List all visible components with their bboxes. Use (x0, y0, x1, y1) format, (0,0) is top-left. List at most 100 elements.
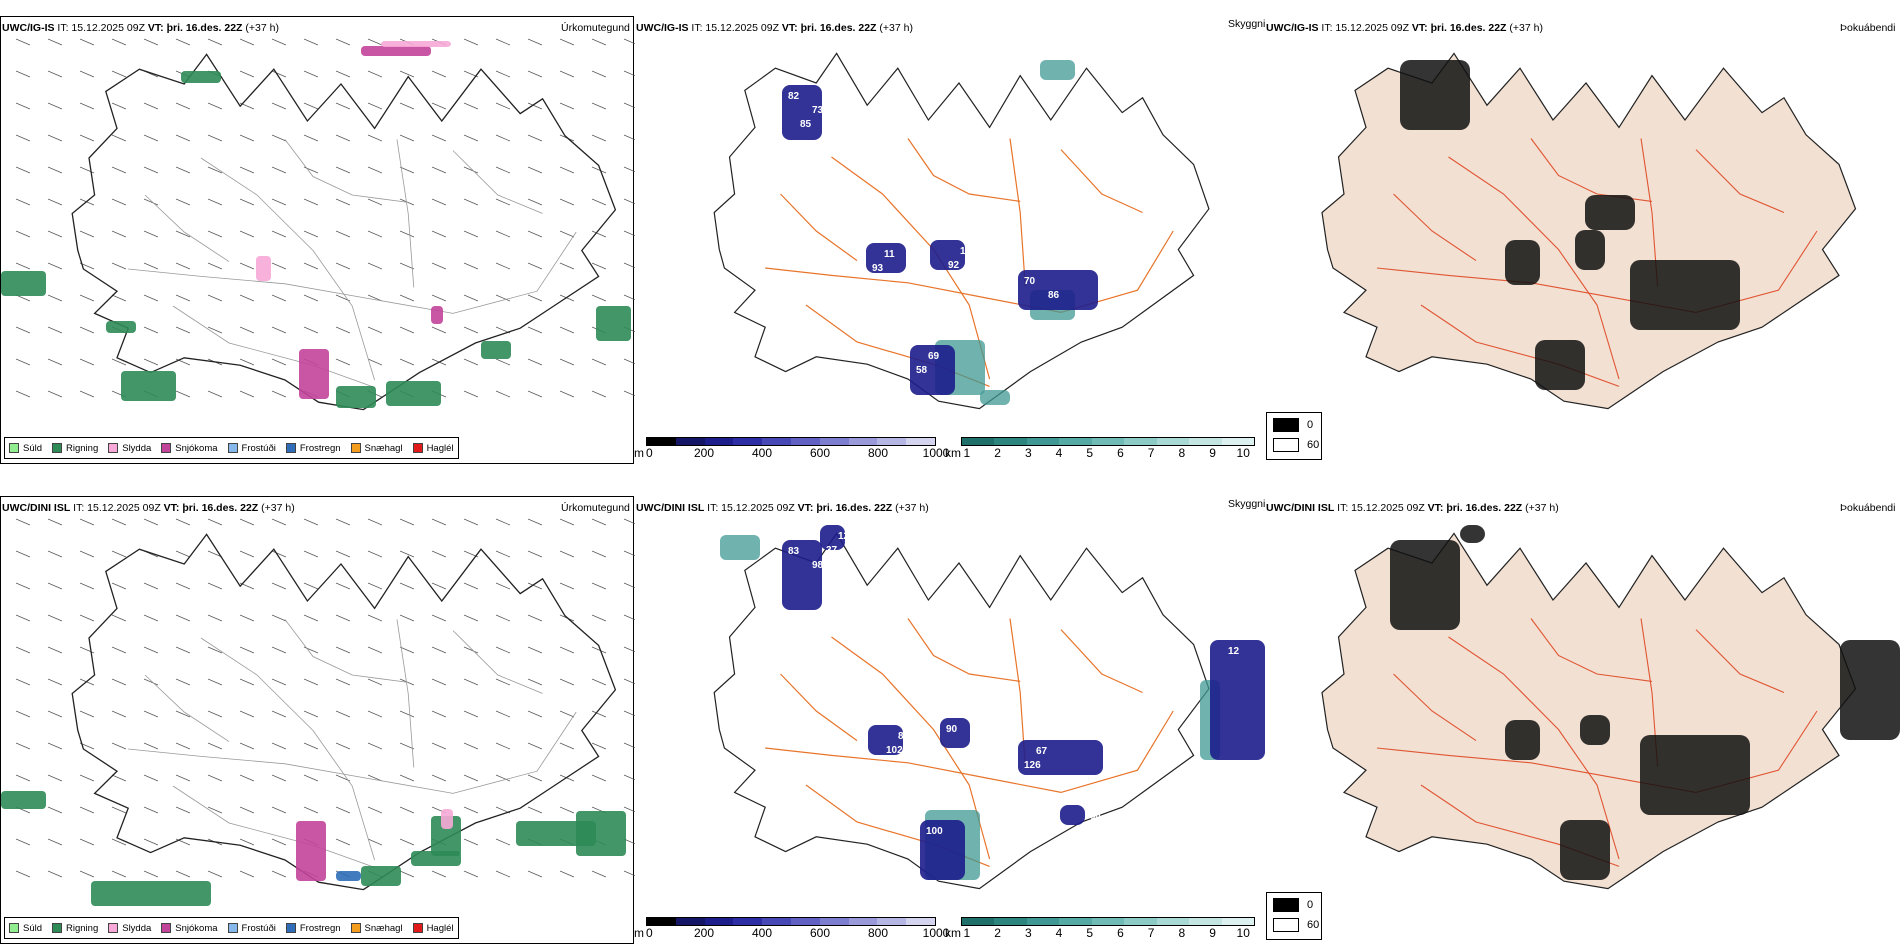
wind-barb (399, 166, 415, 174)
legend-item-0: Súld (9, 443, 42, 454)
wind-barb (527, 102, 543, 110)
wind-barb (207, 38, 223, 46)
legend-swatch (108, 923, 119, 933)
wind-barb (239, 134, 255, 142)
wind-barb (495, 198, 511, 206)
legend-swatch (227, 923, 238, 933)
wind-barb (431, 550, 447, 558)
colorbar-step (994, 438, 1027, 445)
wind-barb (111, 550, 127, 558)
fog-legend-1: 0 60 (1266, 412, 1322, 460)
wind-barb (47, 774, 63, 782)
wind-barb (239, 870, 255, 878)
wind-barb (111, 166, 127, 174)
wind-barb (335, 742, 351, 750)
wind-barb (591, 294, 607, 302)
legend-swatch (285, 923, 296, 933)
colorbar-step (675, 438, 705, 445)
visibility-patch (820, 525, 845, 550)
visibility-value-label: 69 (928, 351, 940, 362)
wind-barb (79, 774, 95, 782)
wind-barb (623, 70, 635, 77)
wind-barb (239, 678, 255, 686)
colorbar-step (762, 918, 791, 925)
wind-barb (399, 742, 415, 750)
wind-barb (335, 838, 351, 846)
wind-barb (271, 710, 287, 718)
wind-barb (271, 870, 287, 878)
visibility-panel-1: 82 11 107 70 69 73 93 92 86 58 85 (634, 16, 1266, 464)
wind-barb (559, 358, 575, 366)
wind-barb (79, 38, 95, 46)
wind-barb (495, 38, 511, 46)
wind-barb (15, 838, 31, 846)
visibility-value-label: 11 (884, 249, 895, 260)
road-line (1695, 629, 1785, 694)
legend-swatch (285, 443, 296, 453)
legend-item-5: Frostregn (285, 443, 341, 454)
wind-barb (495, 614, 511, 622)
wind-barb (175, 166, 191, 174)
colorbar-unit: m (634, 926, 644, 940)
wind-barb (431, 742, 447, 750)
wind-barb (367, 326, 383, 334)
wind-barb (271, 70, 287, 78)
wind-barb (463, 166, 479, 174)
wind-barb (399, 870, 415, 878)
wind-barb (79, 390, 95, 398)
wind-barb (335, 550, 351, 558)
wind-barb (527, 198, 543, 206)
legend-label: Frostúði (241, 442, 276, 454)
colorbar-tick: 9 (1209, 926, 1216, 940)
wind-barb (431, 134, 447, 142)
wind-barb (143, 710, 159, 718)
legend-swatch (227, 443, 238, 453)
wind-barb (623, 806, 635, 813)
wind-barb (591, 870, 607, 878)
wind-barb (623, 646, 635, 653)
wind-barb (591, 166, 607, 174)
visibility-value-label: 70 (1024, 276, 1036, 287)
wind-barb (495, 134, 511, 142)
wind-barb (111, 294, 127, 302)
wind-barb (15, 102, 31, 110)
wind-barb (79, 294, 95, 302)
ceiling-patch (720, 535, 760, 560)
wind-barb (47, 134, 63, 142)
wind-barb (79, 70, 95, 78)
colorbar-tick: 3 (1024, 926, 1032, 940)
legend-swatch (52, 443, 63, 453)
wind-barb (79, 518, 95, 526)
wind-barb (463, 518, 479, 526)
wind-barb (79, 230, 95, 238)
colorbar-step (906, 918, 935, 925)
wind-barb (399, 518, 415, 526)
wind-barb (271, 166, 287, 174)
wind-barb (143, 678, 159, 686)
colorbar-tick: 9 (1209, 446, 1216, 460)
wind-barb (175, 710, 191, 718)
wind-barb (559, 38, 575, 46)
wind-barb (207, 742, 223, 750)
wind-barb (271, 262, 287, 270)
wind-barb (623, 38, 635, 45)
coastline (713, 52, 1210, 410)
road-line (831, 636, 991, 860)
wind-barb (111, 198, 127, 206)
colorbar-tick: 6 (1117, 446, 1124, 460)
legend-item-6: Snæhagl (350, 443, 403, 454)
wind-barb (559, 262, 575, 270)
wind-barb (79, 166, 95, 174)
colorbar-step (762, 438, 791, 445)
visibility-colorbar-1: m 0 200 400 600 800 1000 (634, 437, 949, 460)
colorbar-step (1026, 438, 1060, 445)
wind-barb (399, 838, 415, 846)
colorbar-strip (961, 437, 1255, 446)
wind-barb (623, 166, 635, 173)
wind-barb (79, 550, 95, 558)
wind-barb (559, 198, 575, 206)
wind-barb (207, 582, 223, 590)
precip-map-2 (1, 518, 635, 906)
wind-barb (47, 230, 63, 238)
precip-patch (336, 386, 376, 408)
